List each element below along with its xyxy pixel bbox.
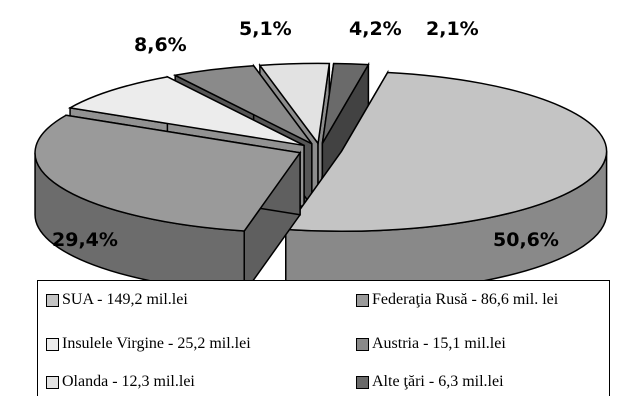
slice-top-face [258, 62, 331, 146]
legend-swatch [46, 293, 59, 307]
legend-swatch [46, 375, 59, 389]
pie-slice-federatia-rusa [34, 114, 302, 280]
legend: SUA - 149,2 mil.lei Federaţia Rusă - 86,… [37, 280, 610, 396]
legend-label: Federaţia Rusă - 86,6 mil. lei [372, 291, 559, 308]
legend-label: Olanda - 12,3 mil.lei [62, 373, 195, 390]
slice-top-face [172, 65, 313, 145]
data-label-olanda: 4,2% [349, 18, 402, 40]
legend-swatch [356, 337, 369, 351]
data-label-austria: 5,1% [239, 18, 292, 40]
data-label-alte-tari: 2,1% [426, 18, 479, 40]
legend-swatch [356, 375, 369, 389]
legend-label: Insulele Virgine - 25,2 mil.lei [62, 335, 251, 352]
legend-item-alte-tari: Alte ţări - 6,3 mil.lei [356, 373, 504, 391]
pie-chart [34, 61, 608, 280]
legend-swatch [356, 293, 369, 307]
slice-top-face [67, 76, 305, 147]
data-label-federatia-rusa: 29,4% [52, 229, 118, 251]
legend-item-insulele-virgine: Insulele Virgine - 25,2 mil.lei [46, 335, 251, 353]
legend-label: SUA - 149,2 mil.lei [62, 291, 188, 308]
legend-swatch [46, 337, 59, 351]
slice-top-face [34, 114, 302, 232]
legend-item-austria: Austria - 15,1 mil.lei [356, 335, 506, 353]
pie-slice-sua [284, 69, 608, 280]
data-label-insulele-virgine: 8,6% [134, 34, 187, 56]
slice-top-face [321, 62, 370, 144]
legend-item-sua: SUA - 149,2 mil.lei [46, 291, 188, 309]
slice-top-face [284, 71, 608, 233]
legend-item-federatia-rusa: Federaţia Rusă - 86,6 mil. lei [356, 291, 558, 309]
legend-label: Austria - 15,1 mil.lei [372, 335, 506, 352]
legend-item-olanda: Olanda - 12,3 mil.lei [46, 373, 195, 391]
legend-label: Alte ţări - 6,3 mil.lei [372, 373, 504, 390]
data-label-sua: 50,6% [493, 229, 559, 251]
